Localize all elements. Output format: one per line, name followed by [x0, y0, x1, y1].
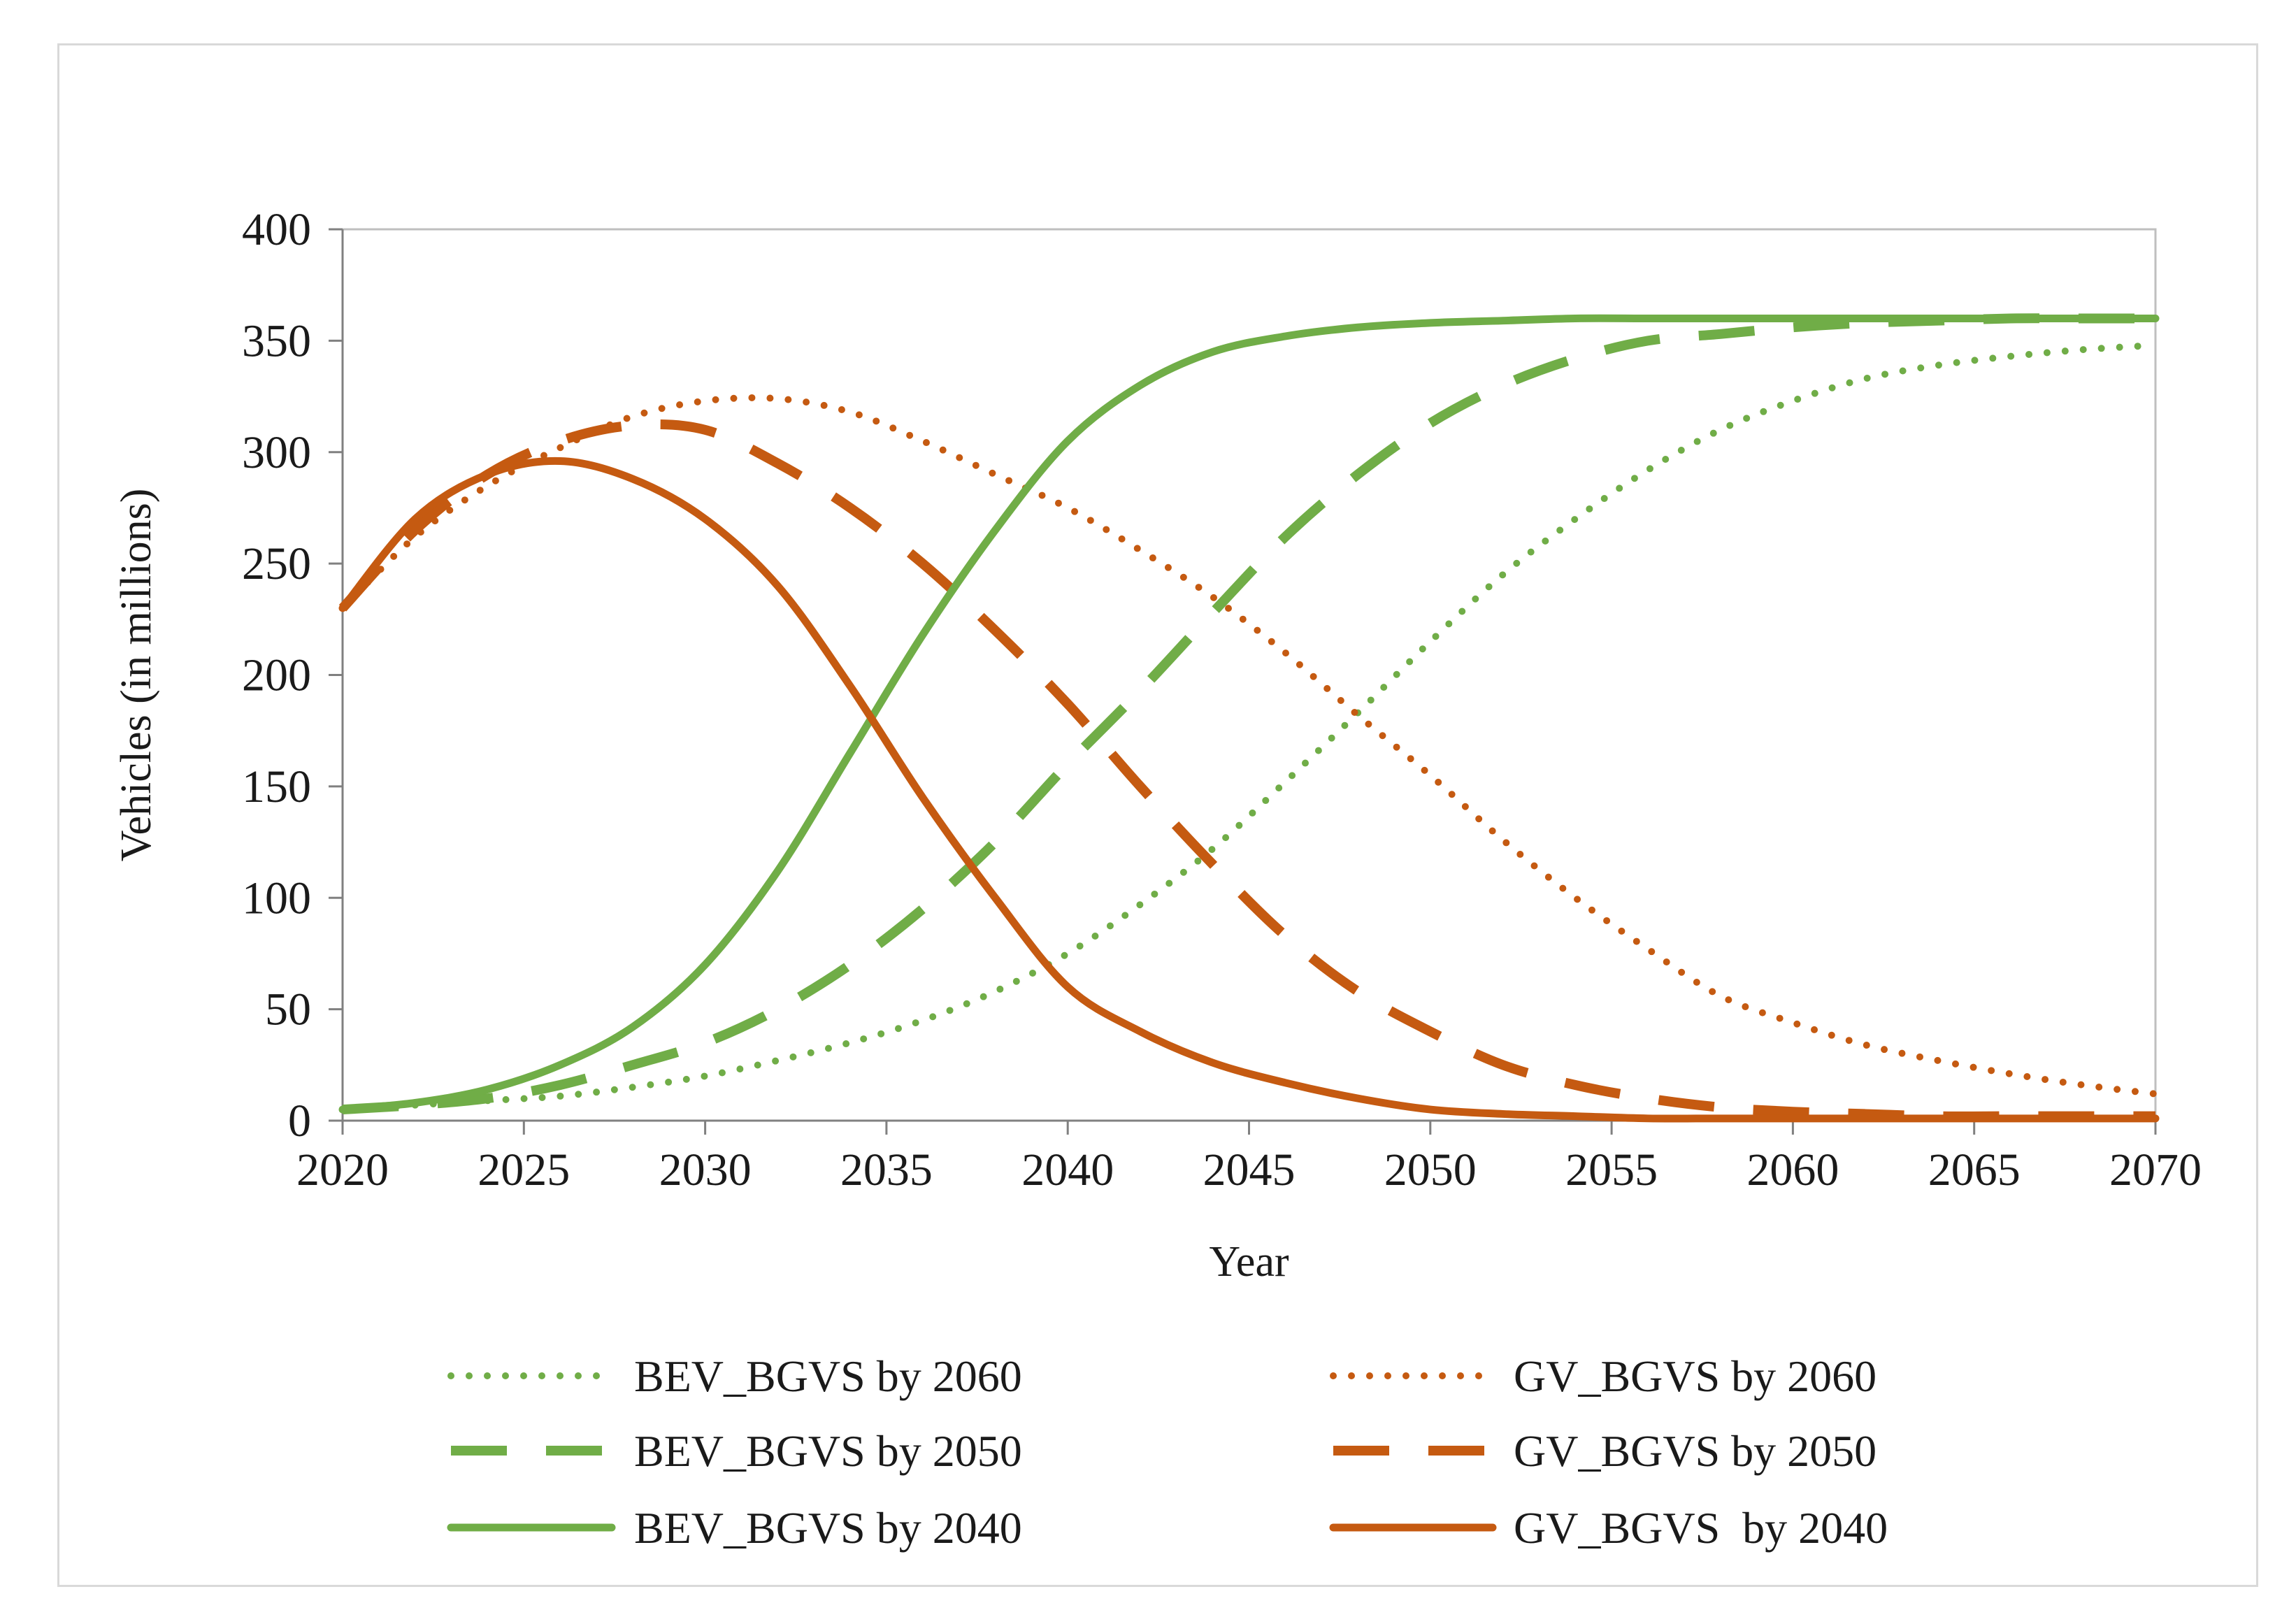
- series-line-gv-bgvs-by-2040: [338, 457, 2160, 1123]
- legend-item: BEV_BGVS by 2060: [447, 1351, 1022, 1401]
- legend-item: GV_BGVS by 2050: [1333, 1426, 1877, 1476]
- y-tick-label: 0: [288, 1095, 311, 1147]
- y-tick-label: 200: [242, 650, 311, 701]
- x-tick-label: 2030: [659, 1144, 752, 1195]
- legend-item: GV_BGVS by 2060: [1330, 1351, 1877, 1401]
- y-tick-label: 350: [242, 315, 311, 366]
- axes: 0 50 100 150 200 250 300 350 400 2020 2025 2030 2035…: [242, 204, 2202, 1195]
- y-tick-label: 300: [242, 427, 311, 478]
- figure-frame: 0 50 100 150 200 250 300 350 400 2020 2025 2030 2035…: [57, 43, 2258, 1587]
- legend: BEV_BGVS by 2060 GV_BGVS by 2060 BEV_BGVS …: [447, 1351, 1888, 1553]
- x-tick-label: 2025: [478, 1144, 570, 1195]
- x-tick-label: 2035: [840, 1144, 933, 1195]
- plot-border: [341, 228, 2157, 1122]
- legend-item: BEV_BGVS by 2040: [447, 1503, 1022, 1553]
- x-tick-label: 2070: [2109, 1144, 2202, 1195]
- x-axis-title: Year: [1209, 1238, 1289, 1286]
- y-tick-label: 100: [242, 872, 311, 924]
- y-tick-label: 50: [265, 984, 311, 1035]
- legend-label: GV_BGVS by 2050: [1514, 1426, 1877, 1476]
- line-chart: 0 50 100 150 200 250 300 350 400 2020 2025 2030 2035…: [113, 204, 2202, 1553]
- legend-label: GV_BGVS by 2040: [1514, 1503, 1888, 1553]
- x-tick-label: 2040: [1021, 1144, 1114, 1195]
- series-layer: [338, 313, 2160, 1123]
- series-line-gv-bgvs-by-2060: [339, 394, 2159, 1098]
- series-line-gv-bgvs-by-2050: [338, 419, 2155, 1121]
- legend-label: GV_BGVS by 2060: [1514, 1351, 1877, 1401]
- legend-label: BEV_BGVS by 2050: [634, 1426, 1022, 1476]
- y-tick-label: 250: [242, 538, 311, 589]
- x-tick-label: 2020: [296, 1144, 389, 1195]
- legend-item: GV_BGVS by 2040: [1329, 1503, 1888, 1553]
- series-line-bev-bgvs-by-2060: [339, 341, 2159, 1114]
- y-axis-title: Vehicles (in millions): [113, 489, 160, 862]
- x-tick-label: 2045: [1203, 1144, 1296, 1195]
- x-tick-label: 2060: [1746, 1144, 1839, 1195]
- x-tick-label: 2055: [1565, 1144, 1658, 1195]
- legend-item: BEV_BGVS by 2050: [451, 1426, 1022, 1476]
- y-tick-label: 150: [242, 761, 311, 812]
- legend-label: BEV_BGVS by 2060: [634, 1351, 1022, 1401]
- series-line-bev-bgvs-by-2040: [338, 314, 2160, 1114]
- y-tick-label: 400: [242, 204, 311, 255]
- legend-label: BEV_BGVS by 2040: [634, 1503, 1022, 1553]
- series-line-bev-bgvs-by-2050: [342, 313, 2155, 1115]
- x-tick-label: 2050: [1384, 1144, 1477, 1195]
- x-tick-label: 2065: [1928, 1144, 2021, 1195]
